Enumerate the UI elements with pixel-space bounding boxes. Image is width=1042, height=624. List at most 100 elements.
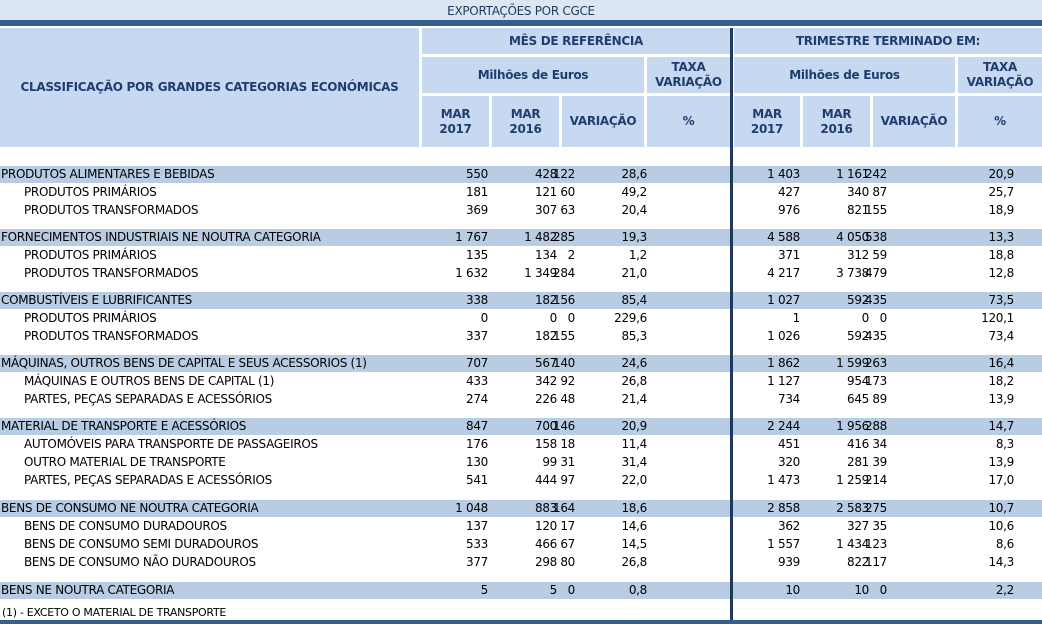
subcategory-row-value: 1,2 (628, 248, 647, 262)
subcategory-row-value: 59 (872, 248, 887, 262)
category-row-label: BENS DE CONSUMO NE NOUTRA CATEGORIA (1, 501, 259, 515)
category-row-value: 18,6 (621, 501, 647, 515)
subcategory-row-value: 18 (560, 437, 575, 451)
subcategory-row-label: MÁQUINAS E OUTROS BENS DE CAPITAL (1) (24, 374, 275, 388)
subcategory-row-value: 0 (567, 311, 576, 325)
subcategory-row-value: 479 (864, 266, 887, 280)
category-row-value: 182 (534, 293, 557, 307)
category-row-value: 288 (864, 419, 887, 433)
subcategory-row-value: 63 (560, 203, 575, 217)
category-row-label: BENS NE NOUTRA CATEGORIA (1, 583, 175, 597)
subcategory-row-value: 20,4 (621, 203, 647, 217)
category-row-value: 428 (534, 167, 557, 181)
category-row-value: 285 (552, 230, 575, 244)
subcategory-row-value: 466 (534, 537, 557, 551)
header-millions-quarter: Milhões de Euros (734, 57, 955, 93)
category-row-value: 73,5 (988, 293, 1014, 307)
category-band (0, 418, 1042, 435)
bottom-border (0, 620, 1042, 624)
subcategory-row-value: 97 (560, 473, 575, 487)
subcategory-row-value: 307 (534, 203, 557, 217)
category-row-value: 275 (864, 501, 887, 515)
category-row-value: 0,8 (628, 583, 647, 597)
subcategory-row-value: 939 (777, 555, 800, 569)
header-variation-quarter: VARIAÇÃO (873, 96, 955, 147)
subcategory-row-value: 35 (872, 519, 887, 533)
subcategory-row-value: 2 (567, 248, 576, 262)
subcategory-row-value: 645 (846, 392, 869, 406)
subcategory-row-label: BENS DE CONSUMO DURADOUROS (24, 519, 227, 533)
category-row-value: 85,4 (621, 293, 647, 307)
subcategory-row-value: 734 (777, 392, 800, 406)
subcategory-row-value: 92 (560, 374, 575, 388)
subcategory-row-value: 435 (864, 329, 887, 343)
category-row-value: 10 (854, 583, 869, 597)
category-band (0, 582, 1042, 599)
subcategory-row-value: 21,0 (621, 266, 647, 280)
subcategory-row-value: 433 (465, 374, 488, 388)
subcategory-row-value: 176 (465, 437, 488, 451)
category-row-value: 20,9 (988, 167, 1014, 181)
subcategory-row-value: 18,9 (988, 203, 1014, 217)
category-row-value: 2 858 (767, 501, 800, 515)
subcategory-row-value: 1 473 (767, 473, 800, 487)
subcategory-row-value: 120 (534, 519, 557, 533)
category-band (0, 500, 1042, 517)
subcategory-row-value: 26,8 (621, 555, 647, 569)
subcategory-row-value: 39 (872, 455, 887, 469)
category-row-value: 435 (864, 293, 887, 307)
header-quarter: TRIMESTRE TERMINADO EM: (734, 28, 1042, 54)
subcategory-row-value: 121 (534, 185, 557, 199)
subcategory-row-value: 274 (465, 392, 488, 406)
subcategory-row-value: 1 127 (767, 374, 800, 388)
subcategory-row-label: PRODUTOS PRIMÁRIOS (24, 185, 157, 199)
subcategory-row-value: 158 (534, 437, 557, 451)
subcategory-row-value: 312 (846, 248, 869, 262)
category-row-value: 883 (534, 501, 557, 515)
subcategory-row-value: 89 (872, 392, 887, 406)
subcategory-row-value: 821 (846, 203, 869, 217)
category-band (0, 355, 1042, 372)
header-pct-quarter: % (958, 96, 1042, 147)
subcategory-row-value: 80 (560, 555, 575, 569)
subcategory-row-value: 298 (534, 555, 557, 569)
category-row-value: 10 (785, 583, 800, 597)
subcategory-row-label: OUTRO MATERIAL DE TRANSPORTE (24, 455, 226, 469)
category-row-value: 1 767 (455, 230, 488, 244)
subcategory-row-label: PRODUTOS TRANSFORMADOS (24, 203, 199, 217)
title-divider (0, 20, 1042, 26)
category-row-value: 14,7 (988, 419, 1014, 433)
subcategory-row-value: 340 (846, 185, 869, 199)
subcategory-row-value: 0 (480, 311, 489, 325)
subcategory-row-value: 21,4 (621, 392, 647, 406)
category-row-value: 5 (480, 583, 489, 597)
subcategory-row-value: 137 (465, 519, 488, 533)
subcategory-row-value: 1 557 (767, 537, 800, 551)
category-row-value: 28,6 (621, 167, 647, 181)
subcategory-row-label: BENS DE CONSUMO SEMI DURADOUROS (24, 537, 259, 551)
category-row-value: 2 244 (767, 419, 800, 433)
subcategory-row-value: 1 026 (767, 329, 800, 343)
section-divider (730, 28, 733, 622)
subcategory-row-value: 10,6 (988, 519, 1014, 533)
category-row-value: 242 (864, 167, 887, 181)
subcategory-row-value: 73,4 (988, 329, 1014, 343)
subcategory-row-value: 182 (534, 329, 557, 343)
subcategory-row-value: 17 (560, 519, 575, 533)
header-mar2017-quarter: MAR 2017 (734, 96, 800, 147)
header-millions-month: Milhões de Euros (422, 57, 644, 93)
subcategory-row-value: 226 (534, 392, 557, 406)
subcategory-row-value: 229,6 (614, 311, 647, 325)
category-row-value: 13,3 (988, 230, 1014, 244)
category-row-value: 538 (864, 230, 887, 244)
category-row-value: 2 583 (836, 501, 869, 515)
subcategory-row-value: 954 (846, 374, 869, 388)
subcategory-row-value: 3 738 (836, 266, 869, 280)
subcategory-row-value: 541 (465, 473, 488, 487)
subcategory-row-value: 1 349 (524, 266, 557, 280)
category-row-value: 20,9 (621, 419, 647, 433)
subcategory-row-value: 14,3 (988, 555, 1014, 569)
category-row-label: FORNECIMENTOS INDUSTRIAIS NE NOUTRA CATE… (1, 230, 321, 244)
subcategory-row-value: 592 (846, 329, 869, 343)
category-row-value: 1 862 (767, 356, 800, 370)
